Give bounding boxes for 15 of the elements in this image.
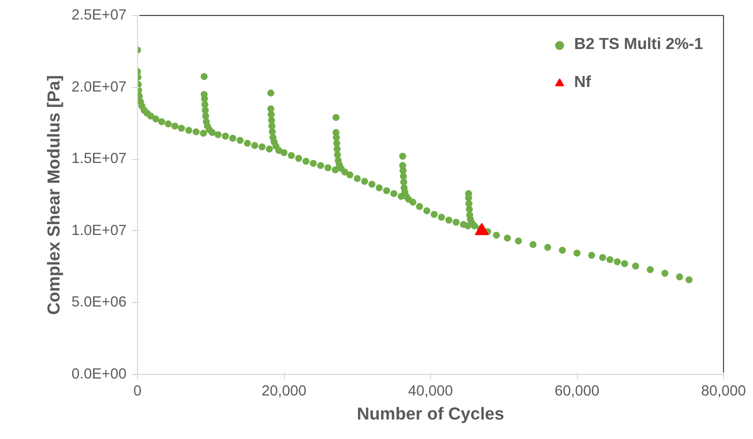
y-tick-label: 2.5E+07: [71, 8, 127, 24]
x-axis-title: Number of Cycles: [356, 404, 504, 424]
x-tick-label: 20,000: [262, 384, 306, 400]
y-tick-label: 5.0E+06: [71, 294, 127, 311]
y-tick-label: 2.0E+07: [71, 79, 127, 96]
x-tick-label: 60,000: [554, 384, 600, 400]
y-tick-label: 1.0E+07: [71, 222, 127, 239]
legend-label: Nf: [574, 74, 592, 92]
x-tick-label: 80,000: [701, 384, 746, 400]
legend-label: B2 TS Multi 2%-1: [574, 36, 703, 54]
x-tick-label: 40,000: [408, 384, 453, 400]
x-tick-label: 0: [133, 384, 142, 400]
y-tick-label: 1.5E+07: [71, 151, 127, 168]
y-axis-title: Complex Shear Modulus [Pa]: [43, 75, 64, 315]
y-tick-label: 0.0E+00: [71, 366, 127, 382]
